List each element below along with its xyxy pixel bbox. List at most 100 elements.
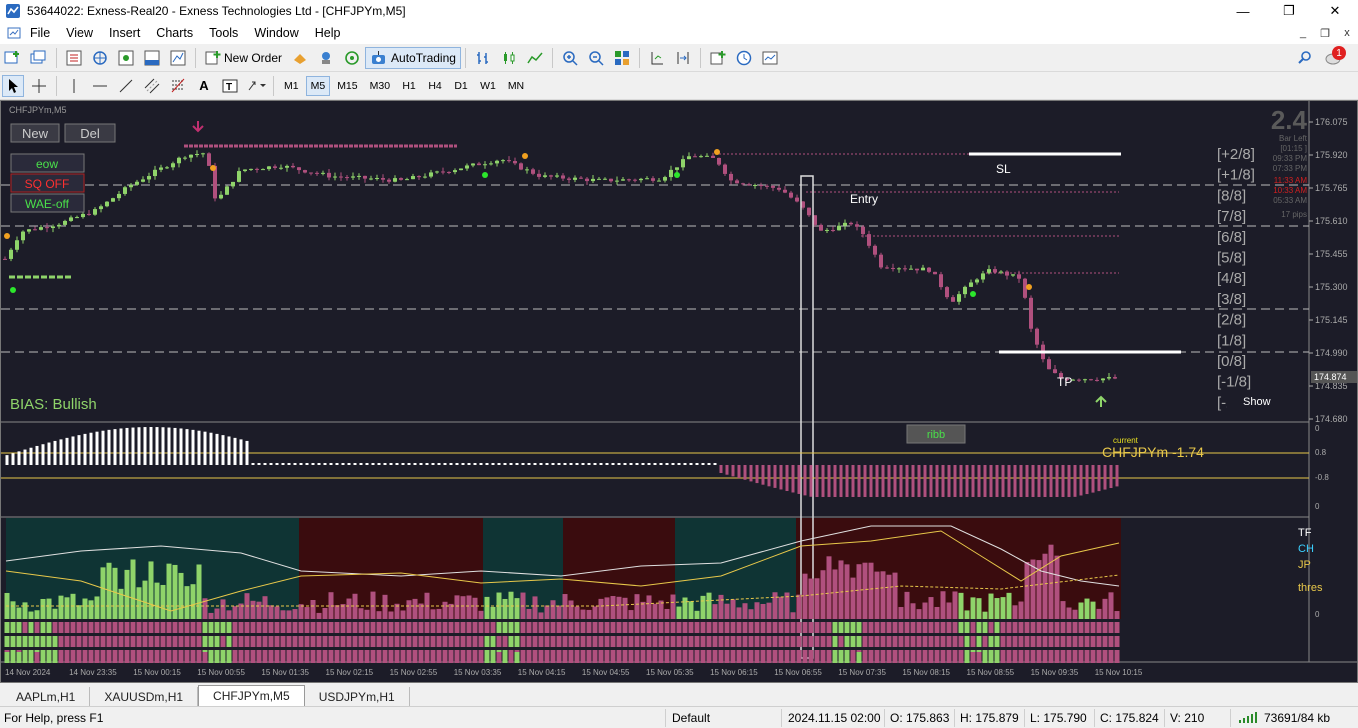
menu-file[interactable]: File [30,26,51,40]
equidistant-channel-icon[interactable] [141,75,163,97]
zoom-out-icon[interactable] [585,47,607,69]
chart-shift-icon[interactable] [646,47,668,69]
sub2-status-cell [592,652,598,663]
del-button[interactable]: Del [64,123,116,143]
trendline-icon[interactable] [115,75,137,97]
close-window-button[interactable]: ✕ [1329,3,1341,18]
sub2-status-cell [262,652,268,663]
show-button[interactable]: Show [1227,391,1289,411]
indicators-icon[interactable] [707,47,729,69]
menu-view[interactable]: View [66,26,94,40]
text-label-icon[interactable]: T [219,75,241,97]
tf-h4[interactable]: H4 [428,79,442,92]
mdi-restore-button[interactable]: ❐ [1320,27,1330,40]
tab-xauusdm-h1[interactable]: XAUUSDm,H1 [90,687,199,706]
tf-m5[interactable]: M5 [305,75,331,96]
sub2-status-cell [400,622,406,633]
minimize-button[interactable]: — [1236,3,1250,19]
sub2-histogram-bar [346,598,352,619]
sub2-histogram-bar [538,612,544,619]
tf-d1[interactable]: D1 [454,79,468,92]
vertical-line-icon[interactable] [63,75,85,97]
chart-window[interactable]: SL Entry TP CHFJPYm,M5 New Del eow SQ OF… [0,100,1358,683]
sub2-legend-label: TF [1298,527,1312,539]
notifications-icon[interactable]: 1 [1324,46,1346,68]
periods-icon[interactable] [733,47,755,69]
signals-icon[interactable] [315,47,337,69]
down-arrow-icon [192,121,204,133]
sub2-histogram-bar [88,600,94,619]
navigator-icon[interactable] [89,47,111,69]
horizontal-line-icon[interactable] [89,75,111,97]
tf-h1[interactable]: H1 [402,79,416,92]
sub2-histogram-bar [154,582,160,619]
tf-m15[interactable]: M15 [337,79,358,92]
candle-body [705,155,709,157]
data-window-icon[interactable] [115,47,137,69]
sub2-status-cell [526,636,532,647]
cursor-icon[interactable] [2,74,24,97]
candlestick-icon[interactable] [498,47,520,69]
tf-mn[interactable]: MN [507,79,525,92]
sub2-histogram-bar [1114,611,1120,619]
tile-windows-icon[interactable] [611,47,633,69]
sub2-status-cell [820,636,826,647]
sub2-status-cell [310,652,316,663]
menu-help[interactable]: Help [314,26,341,40]
templates-icon[interactable] [759,47,781,69]
tf-m30[interactable]: M30 [369,79,391,92]
line-chart-icon[interactable] [524,47,546,69]
ribb-button[interactable]: ribb [906,424,966,444]
sub2-status-cell [922,622,928,633]
sub2-status-cell [244,636,250,647]
wae-off-button[interactable]: WAE-off [10,193,85,213]
tf-w1[interactable]: W1 [480,79,496,92]
market-watch-icon[interactable] [63,47,85,69]
fibonacci-icon[interactable] [167,75,189,97]
terminal-icon[interactable] [141,47,163,69]
arrows-icon[interactable] [245,75,267,97]
tab-aaplm-h1[interactable]: AAPLm,H1 [2,687,91,706]
autoscroll-icon[interactable] [672,47,694,69]
sub1-histogram-bar [47,442,51,465]
new-button[interactable]: New [10,123,60,143]
vps-icon[interactable] [341,47,363,69]
title-bar: 53644022: Exness-Real20 - Exness Technol… [0,0,1358,22]
new-order-button[interactable]: New Order [200,47,287,69]
sub2-status-cell [412,636,418,647]
zoom-in-icon[interactable] [559,47,581,69]
sub2-status-cell [892,636,898,647]
menu-insert[interactable]: Insert [109,26,141,40]
sq-off-button[interactable]: SQ OFF [10,173,85,193]
price-chart[interactable]: SL Entry TP CHFJPYm,M5 New Del eow SQ OF… [1,101,1357,682]
sub1-histogram-bar [503,463,507,465]
sub1-histogram-bar [839,465,843,497]
bar-chart-icon[interactable] [472,47,494,69]
eow-button[interactable]: eow [10,153,85,173]
new-chart-icon[interactable] [2,47,24,69]
sub2-histogram-bar [406,600,412,619]
candle-body [783,189,787,193]
meta-editor-icon[interactable] [289,47,311,69]
sub2-status-cell [322,652,328,663]
sub1-histogram-bar [545,463,549,465]
menu-window[interactable]: Window [254,26,299,40]
tf-m1[interactable]: M1 [284,79,299,92]
autotrading-button[interactable]: AutoTrading [365,46,461,69]
sub2-status-cell [40,652,46,663]
strategy-tester-icon[interactable] [167,47,189,69]
menu-tools[interactable]: Tools [209,26,239,40]
tab-usdjpym-h1[interactable]: USDJPYm,H1 [305,687,410,706]
tab-chfjpym-m5[interactable]: CHFJPYm,M5 [198,685,305,706]
sub2-status-cell [172,622,178,633]
search-icon[interactable] [1294,47,1316,69]
menu-charts[interactable]: Charts [156,26,194,40]
mdi-close-button[interactable]: x [1344,27,1350,39]
sub2-status-cell [892,622,898,633]
maximize-button[interactable]: ❐ [1283,3,1295,18]
profiles-icon[interactable] [28,47,50,69]
mdi-minimize-button[interactable]: _ [1299,27,1307,39]
sub2-histogram-bar [358,608,364,619]
text-icon[interactable]: A [199,78,209,93]
crosshair-icon[interactable] [28,75,50,97]
